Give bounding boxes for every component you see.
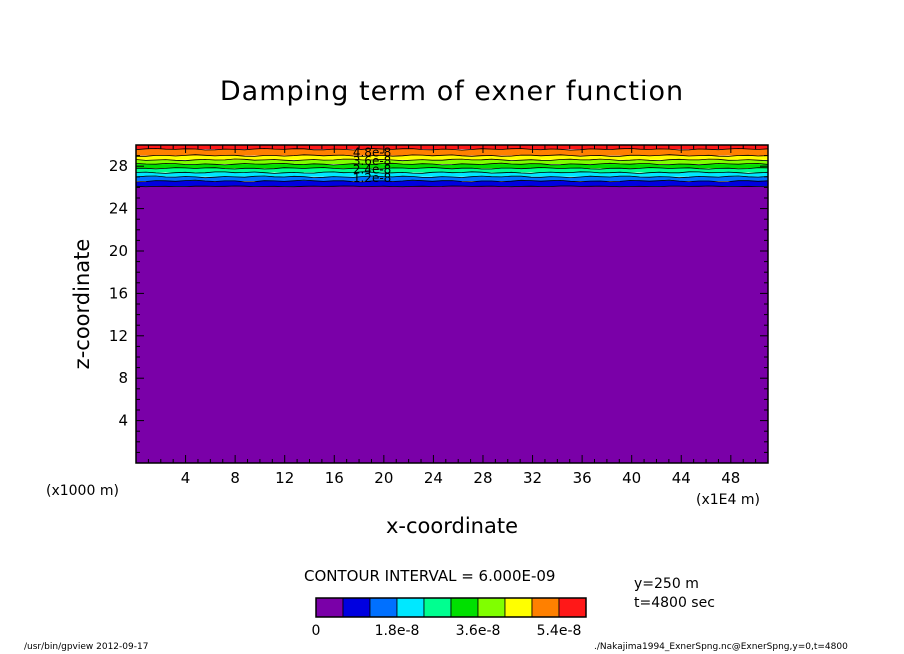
colorbar-swatch	[504, 597, 533, 618]
contour-line-1	[135, 179, 769, 183]
band-9	[136, 145, 768, 150]
x-tick-label: 36	[573, 469, 592, 487]
colorbar: 0 1.8e-8 3.6e-8 5.4e-8	[312, 597, 587, 639]
x-tick-label: 44	[672, 469, 691, 487]
colorbar-swatch	[558, 597, 587, 618]
y-tick-label: 8	[118, 369, 128, 387]
contour-line-4	[136, 166, 769, 170]
colorbar-swatch	[396, 597, 425, 618]
x-tick-label: 20	[374, 469, 393, 487]
contour-line-5	[135, 162, 769, 166]
contour-line-8	[135, 147, 769, 151]
colorbar-swatch	[423, 597, 452, 618]
x-tick-label: 40	[622, 469, 641, 487]
x-tick-label: 48	[721, 469, 740, 487]
contour-label: 3.6e-8	[353, 154, 391, 168]
footer-left: /usr/bin/gpview 2012-09-17	[24, 642, 149, 652]
contour-fill-bands	[136, 145, 768, 463]
x-tick-label: 16	[325, 469, 344, 487]
contour-lines	[135, 147, 769, 188]
x-scale-label: (x1E4 m)	[696, 492, 760, 508]
colorbar-tick-label: 5.4e-8	[537, 623, 582, 639]
contour-label: 2.4e-8	[353, 162, 391, 176]
colorbar-tick-label: 1.8e-8	[375, 623, 420, 639]
contour-line-0	[135, 185, 769, 188]
y-tick-label: 28	[109, 157, 128, 175]
colorbar-swatch	[531, 597, 560, 618]
colorbar-swatch	[477, 597, 506, 618]
contour-labels: 4.8e-83.6e-82.4e-81.2e-8	[353, 145, 391, 184]
y-tick-label: 12	[109, 327, 128, 345]
x-tick-label: 8	[230, 469, 240, 487]
x-tick-label: 32	[523, 469, 542, 487]
y-tick-label: 20	[109, 242, 128, 260]
colorbar-swatch	[369, 597, 398, 618]
chart-title: Damping term of exner function	[219, 76, 685, 107]
x-tick-label: 28	[473, 469, 492, 487]
time-text: t=4800 sec	[634, 595, 715, 611]
contour-label: 4.8e-8	[353, 145, 391, 159]
footer-right: ./Nakajima1994_ExnerSpng.nc@ExnerSpng,y=…	[594, 642, 848, 652]
band-1	[136, 180, 768, 187]
colorbar-swatch	[450, 597, 479, 618]
y-tick-label: 4	[118, 412, 128, 430]
band-8	[136, 148, 768, 156]
contour-line-2	[135, 175, 769, 179]
x-tick-label: 4	[181, 469, 191, 487]
contour-line-6	[135, 158, 769, 162]
colorbar-swatch	[315, 597, 344, 618]
x-tick-label: 24	[424, 469, 443, 487]
colorbar-frame	[315, 597, 587, 618]
band-6	[136, 159, 768, 165]
y-tick-label: 24	[109, 200, 128, 218]
x-tick-label: 12	[275, 469, 294, 487]
x-axis-label: x-coordinate	[385, 514, 518, 538]
band-0	[136, 186, 768, 463]
x-unit-label: (x1000 m)	[46, 483, 119, 499]
plot-frame	[135, 144, 769, 464]
contour-line-3	[135, 171, 769, 174]
colorbar-tick-label: 3.6e-8	[456, 623, 501, 639]
y-position-text: y=250 m	[634, 576, 699, 592]
contour-interval-text: CONTOUR INTERVAL = 6.000E-09	[304, 567, 556, 585]
y-axis-label: z-coordinate	[70, 238, 94, 370]
contour-label: 1.2e-8	[353, 171, 391, 185]
colorbar-tick-label: 0	[312, 623, 321, 639]
contour-line-7	[136, 154, 769, 157]
y-tick-label: 16	[109, 284, 128, 302]
colorbar-swatch	[342, 597, 371, 618]
